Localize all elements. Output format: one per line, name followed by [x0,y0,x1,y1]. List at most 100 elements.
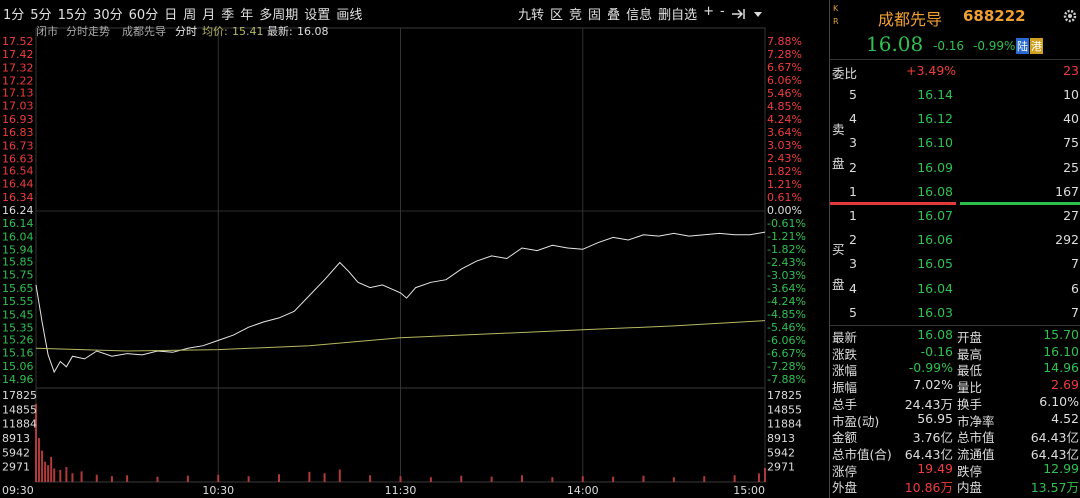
level: 2 [849,232,857,247]
period-tab[interactable]: 设置 [304,7,331,23]
y2-tick-label: 4.24% [767,113,802,126]
volume-bar [764,468,766,482]
y-tick-label: 17.22 [2,75,34,88]
level: 4 [849,111,857,126]
volume-tick-label: 5942 [2,446,30,459]
y2-tick-label: -2.43% [767,256,806,269]
tool-button[interactable]: 区 [550,8,564,23]
y-tick-label: 16.04 [2,230,34,243]
stat-label: 涨停 [832,463,858,479]
legend-price: 分时 [175,25,197,38]
y-tick-label: 16.63 [2,153,34,166]
stat-label: 总市值 [957,430,995,446]
divider-red [830,202,956,205]
y2-tick-label: 6.06% [767,74,802,87]
y2-tick-label: -7.28% [767,360,806,373]
level-price: 16.07 [917,208,953,223]
level-volume: 167 [1055,184,1079,199]
volume-bar [551,477,554,482]
period-tab[interactable]: 日 [164,7,178,23]
volume-bar [156,476,159,482]
tool-button[interactable]: 删自选 [658,8,698,23]
volume-bar [642,475,645,482]
tool-button[interactable]: 固 [588,8,602,23]
period-tab[interactable]: 5分 [30,7,52,23]
tool-button[interactable]: 叠 [607,8,621,23]
tool-buttons: 九转区竞固叠信息 删自选 + - [515,4,728,23]
stock-name: 成都先导 [122,25,166,38]
volume-bar [53,468,56,482]
stat-label: 涨幅 [832,363,858,379]
period-tab[interactable]: 多周期 [259,7,299,23]
stat-value: 10.86万 [904,480,953,496]
level-volume: 75 [1063,135,1079,150]
stat-value: 16.10 [1043,343,1079,359]
period-tab[interactable]: 年 [240,7,254,23]
stat-value: 64.43亿 [904,446,953,462]
volume-bar [59,469,62,482]
stat-value: 7.02% [913,377,953,393]
y-tick-label: 16.44 [2,178,34,191]
y2-tick-label: 0.61% [767,191,802,204]
tool-button[interactable]: + [703,4,715,19]
last-value: 16.08 [297,25,329,38]
y2-tick-label: -3.64% [767,282,806,295]
period-tab[interactable]: 月 [202,7,216,23]
volume-bar [490,476,493,482]
level: 4 [849,281,857,296]
divider [830,59,1080,60]
level-price: 16.10 [917,135,953,150]
volume-bar [278,474,280,482]
stat-label: 振幅 [832,380,858,396]
x-tick-label: 11:30 [385,484,417,497]
avg-value: 15.41 [232,25,264,38]
legend-avg: 均价: [202,25,228,38]
tool-button[interactable]: 九转 [518,8,545,23]
y2-tick-label: -5.46% [767,321,806,334]
stat-value: -0.16 [920,343,953,359]
stat-value: 4.52 [1051,410,1079,426]
tool-button[interactable]: 竞 [569,8,583,23]
volume-bar [44,461,47,482]
divider [830,325,1080,326]
stat-value: -0.99% [908,360,953,376]
stat-value: 12.99 [1043,460,1079,476]
volume-bar [581,476,584,482]
stat-value: 64.43亿 [1030,430,1079,446]
level-volume: 292 [1055,232,1079,247]
settings-icon[interactable] [1062,8,1078,24]
y2-tick-label: -3.03% [767,269,806,282]
period-tab[interactable]: 画线 [336,7,363,23]
y2-tick-label: 4.85% [767,100,802,113]
tool-button[interactable]: 信息 [626,8,653,23]
stat-label: 开盘 [957,330,983,345]
y2-tick-label: 1.21% [767,178,802,191]
period-tab[interactable]: 1分 [3,7,25,23]
volume-bar [429,477,432,482]
stat-label: 最低 [957,363,983,379]
level: 1 [849,184,857,199]
level-price: 16.14 [917,87,953,102]
period-tab[interactable]: 60分 [128,7,159,23]
period-tab[interactable]: 周 [183,7,197,23]
level-volume: 25 [1063,160,1079,175]
stat-label: 跌停 [957,463,983,479]
level-price: 16.12 [917,111,953,126]
period-tab[interactable]: 15分 [57,7,88,23]
period-tab[interactable]: 30分 [93,7,123,23]
stock-name: 成都先导 [878,10,943,29]
volume-bar [126,475,129,482]
period-tab[interactable]: 季 [221,7,235,23]
volume-tick-label: 11884 [2,418,37,431]
volume-tick-label: 11884 [767,418,802,431]
volume-bar [186,475,189,482]
tool-button[interactable]: - [720,4,725,19]
volume-bar [612,476,615,482]
stat-value: 24.43万 [904,396,953,412]
side-label: 卖 [832,122,845,137]
view-name: 分时走势 [66,25,110,38]
volume-bar [757,473,760,482]
toolbar-icons[interactable] [728,4,768,24]
stat-value: 13.57万 [1030,480,1079,496]
level: 3 [849,256,857,271]
